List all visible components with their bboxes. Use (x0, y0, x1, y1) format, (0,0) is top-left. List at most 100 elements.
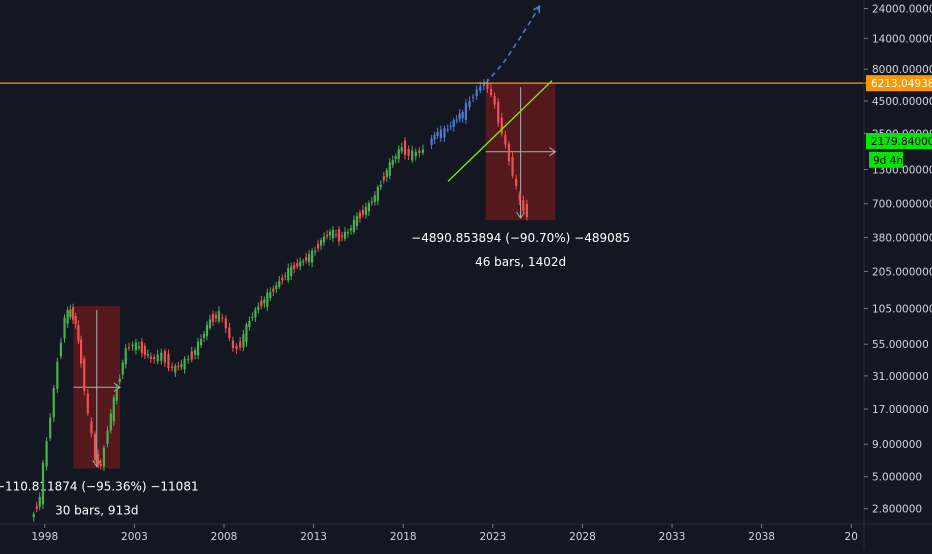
candle-body-32 (134, 342, 138, 351)
candle-body-93 (325, 234, 329, 237)
candle-body-70 (257, 306, 260, 310)
x-tick-label-7: 2033 (659, 531, 686, 543)
measure-vertical-arrowhead-1 (92, 460, 102, 468)
x-tick-label-1: 2003 (121, 531, 148, 543)
x-tick-label-8: 2038 (748, 531, 775, 543)
candle-body-35 (143, 346, 146, 355)
candle-body-19 (93, 434, 97, 460)
candle-body-1 (35, 506, 38, 509)
candle-body-119 (403, 140, 407, 155)
candle-body-28 (121, 362, 124, 375)
candle-body-104 (358, 212, 362, 219)
candle-body-55 (208, 319, 212, 328)
candle-body-49 (190, 351, 193, 360)
candle-body-48 (187, 359, 190, 361)
candle-body-62 (231, 340, 235, 348)
candle-body-50 (193, 350, 197, 355)
candle-body-57 (214, 314, 218, 319)
candle-body-91 (319, 240, 323, 246)
candle-body-64 (239, 341, 242, 348)
candle-body-37 (149, 356, 152, 359)
x-tick-label-0: 1998 (31, 531, 58, 543)
candle-body-47 (183, 358, 186, 370)
candle-body-113 (385, 170, 388, 178)
forecast-candle-body-132 (452, 120, 455, 128)
candle-body-102 (352, 219, 356, 232)
candle-body-6 (52, 387, 55, 418)
forecast-candle-body-125 (430, 138, 433, 145)
forecast-candle-body-131 (449, 125, 452, 127)
x-tick-label-4: 2018 (390, 531, 417, 543)
candle-body-88 (311, 250, 314, 263)
candle-body-108 (370, 201, 373, 203)
candle-body-8 (59, 342, 63, 357)
measure-vertical-arrowhead-2 (516, 211, 526, 220)
candle-body-26 (115, 388, 118, 401)
forecast-candle-body-139 (475, 89, 478, 97)
candle-body-74 (269, 292, 272, 299)
crash-candle-body-150 (515, 178, 518, 186)
y-tick-label-0: 24000.000000 (872, 4, 932, 16)
countdown-tag: 9d 4h (873, 155, 903, 167)
candle-body-36 (146, 354, 149, 356)
candle-body-24 (109, 413, 112, 431)
forecast-candle-body-128 (439, 129, 442, 139)
measure-boxes-layer: −110.811874 (−95.36%) −11081 30 bars, 913… (0, 83, 630, 517)
candle-body-60 (224, 318, 227, 329)
candle-body-0 (32, 513, 35, 518)
candle-body-77 (278, 280, 281, 287)
candle-body-43 (170, 366, 174, 369)
candle-body-66 (245, 324, 248, 343)
forecast-candle-body-126 (433, 135, 436, 140)
candle-body-25 (112, 397, 115, 422)
candle-body-121 (411, 150, 414, 161)
x-tick-label-9: 20 (845, 531, 858, 543)
forecast-candle-body-140 (479, 86, 482, 91)
candle-body-21 (99, 463, 102, 466)
x-tick-label-5: 2023 (479, 531, 506, 543)
candle-body-90 (316, 244, 320, 249)
crash-candle-body-146 (500, 117, 503, 135)
y-tick-label-2: 8000.000000 (872, 64, 932, 76)
candle-body-17 (86, 393, 89, 414)
candle-body-71 (260, 300, 263, 307)
forecast-candle-body-130 (446, 129, 449, 131)
crash-candle-body-149 (511, 157, 514, 176)
y-tick-label-10: 55.000000 (872, 339, 929, 351)
horizontal-line-price-tag: 6213.049383 (871, 78, 932, 90)
candle-body-40 (160, 352, 163, 361)
crash-candle-body-148 (507, 143, 511, 162)
forecast-candle-body-138 (472, 96, 475, 98)
candle-body-106 (364, 206, 367, 215)
candle-body-68 (251, 316, 254, 318)
candle-body-10 (66, 310, 69, 324)
candle-body-33 (137, 346, 140, 349)
annotations-layer (0, 80, 932, 182)
candle-body-56 (211, 314, 215, 322)
candle-body-27 (118, 378, 121, 382)
candle-body-96 (334, 234, 338, 236)
candle-body-52 (199, 339, 203, 346)
crash-candle-body-145 (497, 101, 500, 123)
candle-body-45 (177, 366, 180, 368)
candles-layer (32, 137, 425, 522)
candle-body-11 (69, 309, 72, 318)
measure-label-sub-1: 30 bars, 913d (55, 503, 138, 517)
candle-body-110 (376, 187, 379, 201)
candle-body-59 (221, 317, 224, 319)
candle-body-20 (97, 454, 100, 465)
horizontal-line-price-tag-bg (866, 75, 932, 92)
candle-body-115 (391, 160, 394, 165)
candle-body-9 (63, 317, 66, 339)
candle-body-72 (263, 299, 266, 304)
crash-candle-body-147 (504, 134, 507, 145)
candle-body-41 (163, 351, 166, 363)
candle-body-15 (79, 339, 83, 364)
crash-candle-body-151 (518, 194, 521, 201)
candle-body-89 (314, 250, 317, 253)
candle-body-84 (299, 261, 302, 267)
candle-body-109 (373, 195, 376, 203)
